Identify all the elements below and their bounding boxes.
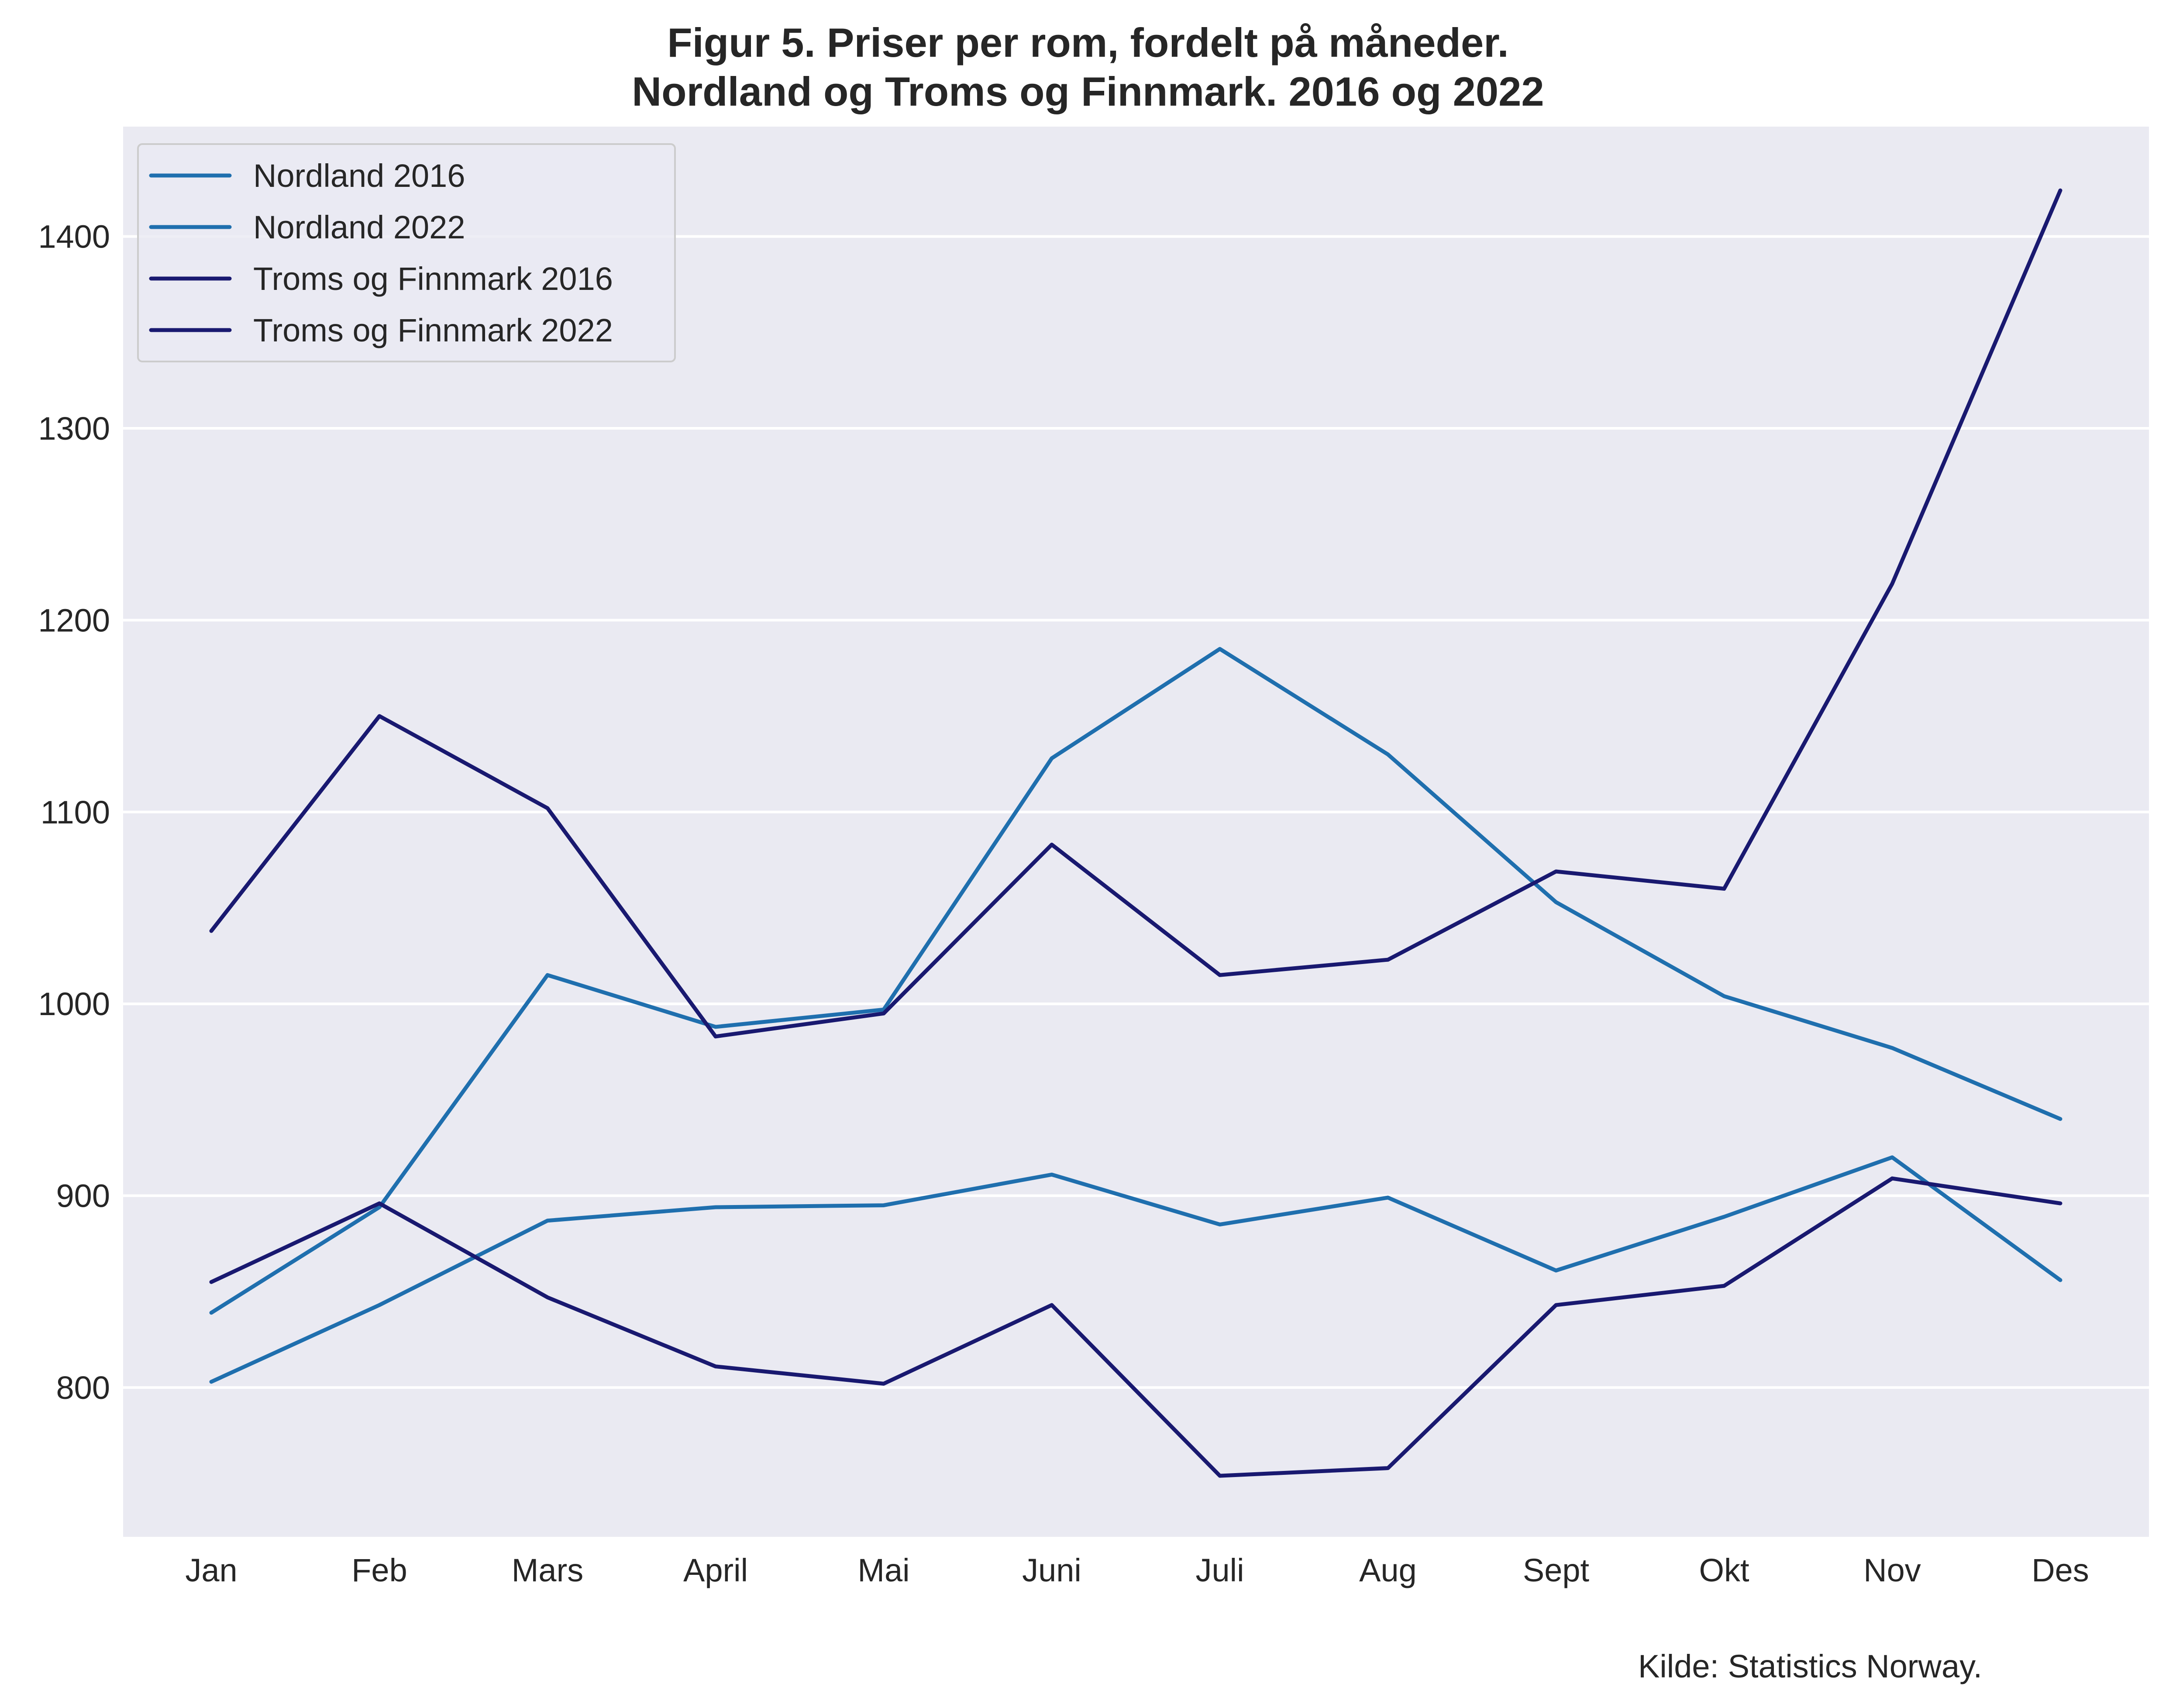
y-tick-label: 800	[56, 1370, 110, 1406]
source-note: Kilde: Statistics Norway.	[1638, 1648, 1982, 1684]
y-axis-ticks: 800 900 1000 1100 1200 1300 1400	[38, 219, 110, 1406]
x-tick-label: Juli	[1195, 1552, 1244, 1588]
x-tick-label: Mai	[857, 1552, 909, 1588]
y-tick-label: 1200	[38, 602, 110, 638]
x-tick-label: Nov	[1863, 1552, 1921, 1588]
y-tick-label: 1300	[38, 410, 110, 447]
x-tick-label: Jan	[185, 1552, 237, 1588]
chart-title: Figur 5. Priser per rom, fordelt på måne…	[667, 20, 1509, 65]
y-tick-label: 1100	[41, 794, 110, 830]
y-tick-label: 1400	[38, 219, 110, 255]
legend: Nordland 2016 Nordland 2022 Troms og Finnm…	[137, 143, 676, 362]
legend-label: Nordland 2022	[253, 209, 465, 245]
chart-subtitle: Nordland og Troms og Finnmark. 2016 og 2…	[632, 69, 1544, 114]
series-line-2	[209, 1176, 2062, 1478]
x-tick-label: April	[683, 1552, 748, 1588]
legend-box	[137, 143, 676, 362]
grid-lines	[123, 235, 2149, 1389]
series-line-1	[209, 647, 2062, 1315]
legend-label: Troms og Finnmark 2016	[253, 261, 613, 297]
y-tick-label: 900	[56, 1178, 110, 1214]
legend-label: Nordland 2016	[253, 158, 465, 194]
x-tick-label: Feb	[351, 1552, 407, 1588]
x-tick-label: Aug	[1359, 1552, 1417, 1588]
series-line-0	[209, 1155, 2062, 1384]
series-line-3	[209, 188, 2062, 1039]
series-lines	[209, 188, 2062, 1478]
y-tick-label: 1000	[38, 986, 110, 1022]
x-tick-label: Juni	[1022, 1552, 1081, 1588]
x-tick-label: Okt	[1699, 1552, 1749, 1588]
x-tick-label: Sept	[1523, 1552, 1590, 1588]
x-axis-ticks: Jan Feb Mars April Mai Juni Juli Aug Sept Okt Nov D…	[185, 1552, 2089, 1588]
legend-label: Troms og Finnmark 2022	[253, 312, 613, 348]
x-tick-label: Des	[2031, 1552, 2089, 1588]
x-tick-label: Mars	[512, 1552, 583, 1588]
